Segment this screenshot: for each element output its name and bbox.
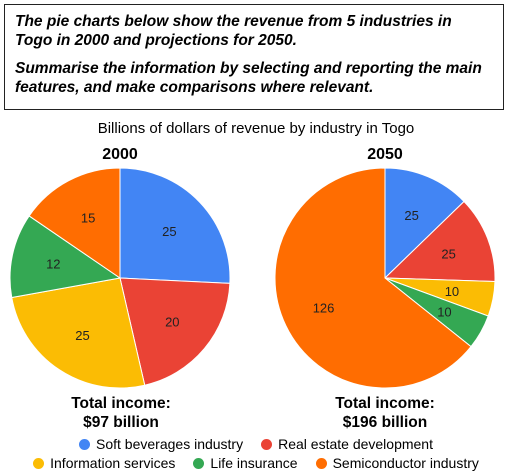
legend-swatch-information-services bbox=[33, 457, 45, 469]
pie-slice-2000-real-estate-development bbox=[119, 277, 231, 386]
total-2000: Total income: $97 billion bbox=[21, 394, 221, 432]
pie-slice-2050-real-estate-development bbox=[383, 200, 496, 283]
data-label-2050-life-insurance: 10 bbox=[437, 304, 451, 319]
total-label-2050: Total income: bbox=[335, 395, 435, 412]
total-value-2050: $196 billion bbox=[342, 414, 428, 431]
total-label-2000: Total income: bbox=[71, 395, 171, 412]
data-label-2000-information-services: 25 bbox=[75, 328, 89, 343]
pie-2000: 25 20 25 12 15 bbox=[9, 167, 231, 389]
prompt-box: The pie charts below show the revenue fr… bbox=[4, 4, 504, 110]
pie-slice-2000-life-insurance bbox=[9, 215, 122, 299]
legend-item-semiconductor: Semiconductor industry bbox=[315, 455, 479, 471]
legend-row-2: Information services Life insurance Semi… bbox=[0, 455, 512, 471]
data-label-2000-semiconductor-industry: 15 bbox=[81, 211, 95, 226]
legend-label-soft-beverages: Soft beverages industry bbox=[96, 436, 244, 452]
data-label-2050-real-estate-development: 25 bbox=[441, 246, 455, 261]
pie-slice-2000-information-services bbox=[11, 277, 146, 389]
legend-label-life-insurance: Life insurance bbox=[210, 455, 298, 471]
data-label-2000-real-estate-development: 20 bbox=[165, 315, 179, 330]
legend-swatch-life-insurance bbox=[193, 457, 205, 469]
pie-slice-2000-soft-beverages-industry bbox=[119, 167, 231, 284]
data-label-2050-semiconductor-industry: 126 bbox=[313, 301, 335, 316]
prompt-line-1: The pie charts below show the revenue fr… bbox=[15, 13, 452, 49]
legend-label-information-services: Information services bbox=[50, 455, 176, 471]
legend-row-1: Soft beverages industry Real estate deve… bbox=[0, 436, 512, 452]
legend-label-semiconductor: Semiconductor industry bbox=[332, 455, 479, 471]
legend-item-information-services: Information services bbox=[33, 455, 175, 471]
total-value-2000: $97 billion bbox=[83, 414, 159, 431]
legend-label-real-estate: Real estate development bbox=[278, 436, 433, 452]
legend-item-real-estate: Real estate development bbox=[261, 436, 433, 452]
pie-title-2050: 2050 bbox=[367, 146, 403, 163]
prompt-line-2: Summarise the information by selecting a… bbox=[15, 60, 482, 96]
data-label-2050-information-services: 10 bbox=[445, 284, 459, 299]
data-label-2000-soft-beverages-industry: 25 bbox=[162, 224, 176, 239]
pie-slice-2050-semiconductor-industry bbox=[274, 167, 472, 389]
data-label-2050-soft-beverages-industry: 25 bbox=[404, 208, 418, 223]
total-2050: Total income: $196 billion bbox=[285, 394, 485, 432]
pie-title-2000: 2000 bbox=[102, 146, 138, 163]
pie-slice-2000-semiconductor-industry bbox=[28, 167, 121, 279]
data-label-2000-life-insurance: 12 bbox=[46, 257, 60, 272]
chart-title: Billions of dollars of revenue by indust… bbox=[97, 120, 415, 137]
legend-item-life-insurance: Life insurance bbox=[193, 455, 298, 471]
pie-slice-2050-soft-beverages-industry bbox=[384, 167, 465, 280]
pie-2050: 25 25 10 10 126 bbox=[274, 167, 496, 389]
legend-swatch-soft-beverages bbox=[79, 438, 91, 450]
legend-item-soft-beverages: Soft beverages industry bbox=[79, 436, 243, 452]
legend-swatch-semiconductor bbox=[315, 457, 327, 469]
legend-swatch-real-estate bbox=[261, 438, 273, 450]
